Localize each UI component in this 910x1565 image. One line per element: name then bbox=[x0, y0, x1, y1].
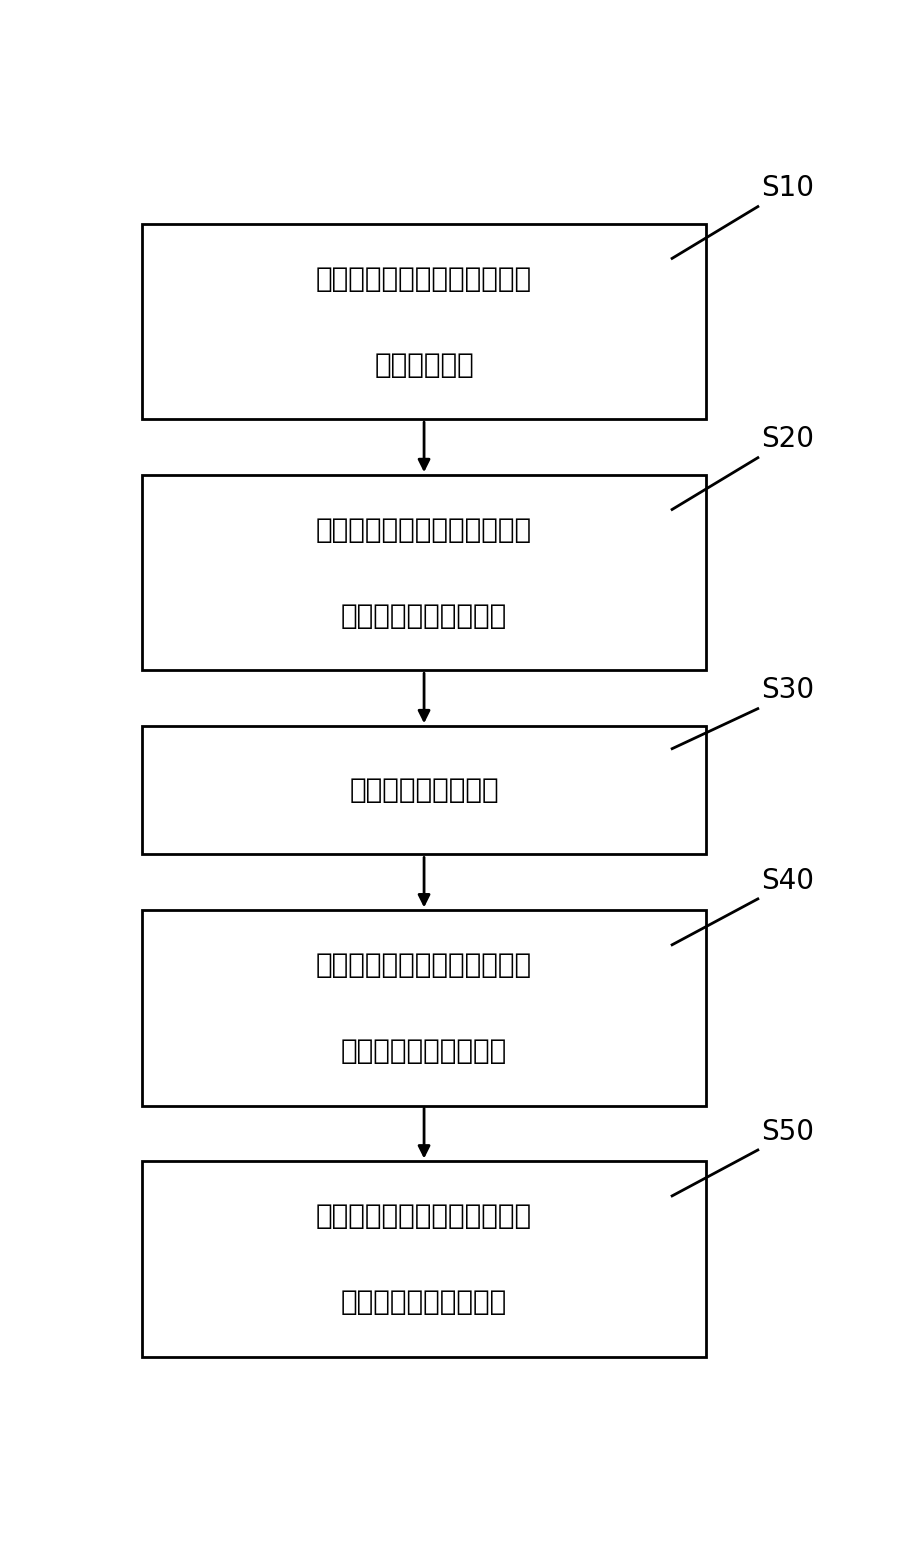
Text: S30: S30 bbox=[761, 676, 814, 704]
Text: 备硫化铅纳米晶薄膜层: 备硫化铅纳米晶薄膜层 bbox=[341, 1288, 507, 1316]
Bar bbox=[142, 911, 706, 1105]
Text: 石墨烯薄膜的图案化: 石墨烯薄膜的图案化 bbox=[349, 776, 499, 804]
Text: 在石墨烯薄膜表面和金属电极: 在石墨烯薄膜表面和金属电极 bbox=[316, 952, 532, 980]
Text: S20: S20 bbox=[761, 426, 814, 454]
Bar bbox=[142, 1161, 706, 1357]
Bar bbox=[142, 726, 706, 854]
Text: 图形化，形成金属电极: 图形化，形成金属电极 bbox=[341, 601, 507, 629]
Text: 基于硫化铅种子层的辅助，制: 基于硫化铅种子层的辅助，制 bbox=[316, 1202, 532, 1230]
Text: S50: S50 bbox=[761, 1117, 814, 1146]
Text: 制备石墨烯薄膜并将其转移至: 制备石墨烯薄膜并将其转移至 bbox=[316, 264, 532, 293]
Text: 表面制备硫化铅种子层: 表面制备硫化铅种子层 bbox=[341, 1038, 507, 1064]
Text: 洁净的衬底上: 洁净的衬底上 bbox=[374, 351, 474, 379]
Bar bbox=[142, 476, 706, 670]
Bar bbox=[142, 224, 706, 419]
Text: S10: S10 bbox=[761, 174, 814, 202]
Text: S40: S40 bbox=[761, 867, 814, 895]
Text: 在石墨烯薄膜表面沉积金属并: 在石墨烯薄膜表面沉积金属并 bbox=[316, 516, 532, 543]
